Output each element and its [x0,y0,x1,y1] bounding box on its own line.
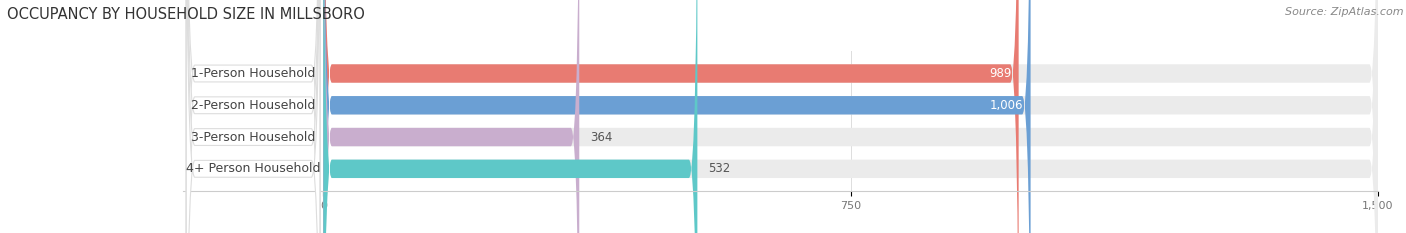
Text: OCCUPANCY BY HOUSEHOLD SIZE IN MILLSBORO: OCCUPANCY BY HOUSEHOLD SIZE IN MILLSBORO [7,7,366,22]
Text: 2-Person Household: 2-Person Household [191,99,315,112]
FancyBboxPatch shape [323,0,579,233]
Text: Source: ZipAtlas.com: Source: ZipAtlas.com [1285,7,1403,17]
Text: 364: 364 [591,130,612,144]
FancyBboxPatch shape [323,0,1031,233]
Text: 532: 532 [707,162,730,175]
FancyBboxPatch shape [186,0,321,233]
FancyBboxPatch shape [323,0,1378,233]
FancyBboxPatch shape [323,0,1378,233]
FancyBboxPatch shape [186,0,321,233]
FancyBboxPatch shape [323,0,697,233]
FancyBboxPatch shape [186,0,321,233]
FancyBboxPatch shape [323,0,1378,233]
FancyBboxPatch shape [323,0,1378,233]
Text: 3-Person Household: 3-Person Household [191,130,315,144]
FancyBboxPatch shape [186,0,321,233]
Text: 4+ Person Household: 4+ Person Household [186,162,321,175]
Text: 1-Person Household: 1-Person Household [191,67,315,80]
FancyBboxPatch shape [323,0,1018,233]
Text: 989: 989 [990,67,1011,80]
Text: 1,006: 1,006 [990,99,1024,112]
